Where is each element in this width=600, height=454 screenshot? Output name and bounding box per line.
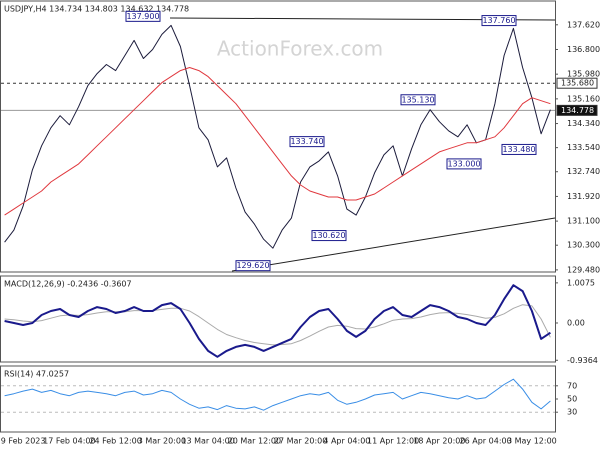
x-tick-label: 26 Apr 04:00 (460, 437, 512, 446)
y-tick-label: 135.980 (567, 70, 600, 79)
level-box (556, 104, 598, 116)
y-tick-label: 137.620 (567, 20, 600, 29)
annotation-label: 137.760 (482, 16, 515, 25)
annotation-label: 129.620 (236, 261, 269, 270)
y-tick-label: 1.0075 (567, 278, 595, 287)
annotation-label: 133.000 (447, 159, 480, 168)
x-tick-label: 9 Feb 2023 (1, 437, 46, 446)
annotation-box (289, 136, 325, 148)
y-tick-label: 133.540 (567, 143, 600, 152)
y-tick-label: 129.480 (567, 265, 600, 274)
level-label: 135.680 (561, 79, 594, 88)
x-tick-label: 24 Feb 12:00 (89, 437, 141, 446)
y-tick-label: -0.9364 (567, 356, 598, 365)
y-tick-label: 136.800 (567, 45, 600, 54)
x-tick-label: 17 Feb 04:00 (43, 437, 95, 446)
annotation-label: 135.130 (401, 95, 434, 104)
series-line (4, 284, 551, 358)
annotation-box (501, 143, 537, 155)
y-tick-label: 131.100 (567, 217, 600, 226)
y-tick-label: 50 (567, 395, 577, 404)
panel-title: RSI(14) 47.0257 (4, 370, 69, 379)
annotation-box (400, 94, 436, 106)
watermark: ActionForex.com (217, 37, 383, 61)
panel-title: USDJPY,H4 134.734 134.803 134.632 134.77… (4, 5, 189, 14)
x-tick-label: 20 Mar 12:00 (228, 437, 281, 446)
x-tick-label: 4 Apr 04:00 (323, 437, 370, 446)
annotation-label: 133.740 (290, 137, 323, 146)
series-line (4, 378, 551, 411)
x-tick-label: 27 Mar 20:00 (274, 437, 327, 446)
x-tick-label: 3 May 12:00 (507, 437, 557, 446)
series-line (4, 67, 551, 216)
panel-border (0, 275, 556, 363)
annotation-box (311, 230, 347, 242)
y-tick-label: 0.00 (567, 318, 585, 327)
x-tick-label: 13 Mar 04:00 (181, 437, 234, 446)
annotation-box (235, 260, 271, 272)
x-tick-label: 18 Apr 20:00 (413, 437, 465, 446)
series-line (4, 24, 551, 249)
annotation-box (481, 15, 517, 27)
trend-line (231, 217, 556, 272)
panel-border (0, 365, 556, 433)
y-tick-label: 135.160 (567, 94, 600, 103)
y-tick-label: 132.740 (567, 167, 600, 176)
y-tick-label: 70 (567, 381, 577, 390)
annotation-box (446, 158, 482, 170)
y-tick-label: 30 (567, 408, 577, 417)
y-tick-label: 130.300 (567, 241, 600, 250)
annotation-label: 130.620 (312, 231, 345, 240)
level-label: 134.778 (561, 106, 594, 115)
series-line (4, 304, 551, 346)
y-tick-label: 134.340 (567, 119, 600, 128)
annotation-box (125, 10, 161, 22)
panel-title: MACD(12,26,9) -0.2436 -0.3607 (4, 280, 132, 289)
annotation-label: 137.900 (126, 12, 159, 21)
x-tick-label: 3 Mar 20:00 (138, 437, 186, 446)
annotation-label: 133.480 (502, 145, 535, 154)
y-tick-label: 131.920 (567, 192, 600, 201)
x-tick-label: 11 Apr 12:00 (367, 437, 419, 446)
panel-border (0, 0, 556, 273)
level-box (556, 77, 598, 89)
